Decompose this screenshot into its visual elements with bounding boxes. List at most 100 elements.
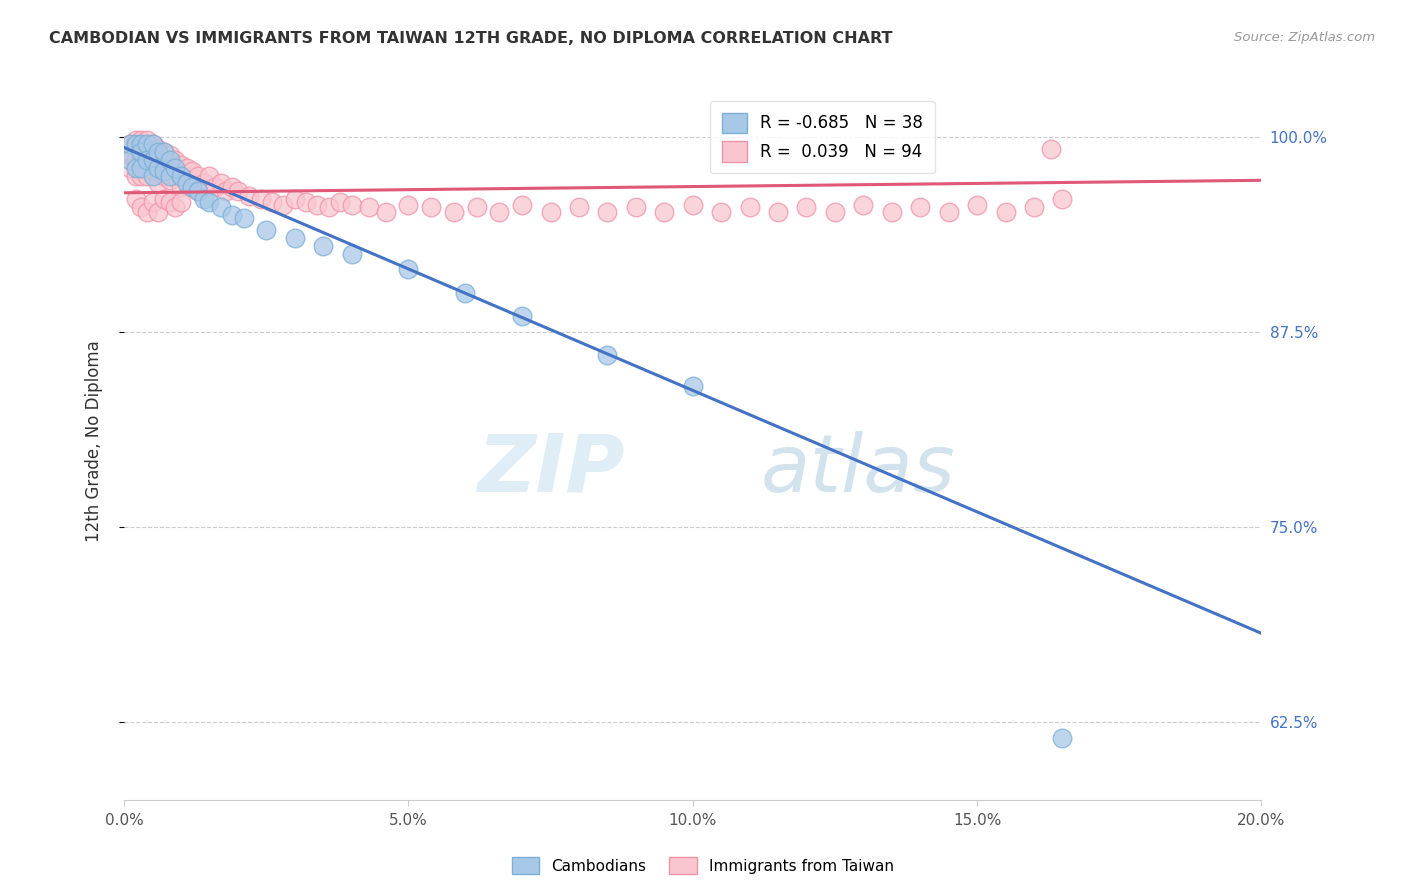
Point <box>148 142 170 156</box>
Point <box>129 137 152 152</box>
Point <box>129 158 152 172</box>
Point <box>118 137 141 152</box>
Point <box>994 204 1017 219</box>
Point <box>159 161 181 175</box>
Point <box>824 204 846 219</box>
Point <box>181 179 204 194</box>
Point <box>142 148 165 162</box>
Point <box>454 285 477 300</box>
Point <box>153 164 176 178</box>
Point <box>165 200 187 214</box>
Point <box>135 153 157 167</box>
Point <box>1040 142 1063 156</box>
Point <box>135 142 157 156</box>
Point <box>254 223 277 237</box>
Point <box>124 161 146 175</box>
Point <box>148 164 170 178</box>
Point <box>181 179 204 194</box>
Point <box>318 200 340 214</box>
Text: atlas: atlas <box>761 431 956 509</box>
Point <box>1052 731 1074 745</box>
Point <box>238 189 260 203</box>
Point <box>398 198 420 212</box>
Legend: Cambodians, Immigrants from Taiwan: Cambodians, Immigrants from Taiwan <box>506 851 900 880</box>
Point <box>193 177 215 191</box>
Point <box>118 137 141 152</box>
Point <box>652 204 675 219</box>
Point <box>165 169 187 183</box>
Point <box>135 169 157 183</box>
Point <box>129 161 152 175</box>
Point <box>193 192 215 206</box>
Point <box>176 177 198 191</box>
Point <box>329 195 352 210</box>
Point <box>135 133 157 147</box>
Point <box>176 161 198 175</box>
Point <box>153 145 176 160</box>
Point <box>908 200 931 214</box>
Point <box>118 161 141 175</box>
Text: ZIP: ZIP <box>477 431 624 509</box>
Point <box>142 137 165 152</box>
Point <box>340 198 363 212</box>
Point <box>153 156 176 170</box>
Point <box>170 158 193 172</box>
Point <box>312 239 335 253</box>
Point <box>159 195 181 210</box>
Point <box>1022 200 1045 214</box>
Point <box>295 195 318 210</box>
Point <box>153 169 176 183</box>
Point <box>148 153 170 167</box>
Point <box>142 195 165 210</box>
Point <box>710 204 733 219</box>
Point <box>118 148 141 162</box>
Y-axis label: 12th Grade, No Diploma: 12th Grade, No Diploma <box>86 340 103 542</box>
Point <box>170 169 193 183</box>
Point <box>624 200 647 214</box>
Point <box>142 137 165 152</box>
Point <box>148 161 170 175</box>
Point <box>129 200 152 214</box>
Point <box>124 137 146 152</box>
Point <box>159 173 181 187</box>
Point <box>159 153 181 167</box>
Point <box>142 153 165 167</box>
Point <box>938 204 960 219</box>
Point <box>118 153 141 167</box>
Point <box>129 142 152 156</box>
Point <box>124 169 146 183</box>
Point <box>284 231 307 245</box>
Point <box>198 169 221 183</box>
Point <box>738 200 761 214</box>
Point <box>766 204 789 219</box>
Point <box>176 177 198 191</box>
Point <box>142 169 165 183</box>
Point <box>198 195 221 210</box>
Point <box>465 200 488 214</box>
Point <box>488 204 510 219</box>
Point <box>170 169 193 183</box>
Point <box>124 142 146 156</box>
Point <box>260 195 283 210</box>
Point <box>796 200 818 214</box>
Point <box>374 204 396 219</box>
Point <box>129 148 152 162</box>
Point <box>966 198 988 212</box>
Point <box>165 153 187 167</box>
Point <box>510 309 533 323</box>
Point <box>209 200 232 214</box>
Point <box>273 198 295 212</box>
Point <box>682 198 704 212</box>
Point <box>159 148 181 162</box>
Point <box>510 198 533 212</box>
Point <box>129 169 152 183</box>
Point <box>221 208 243 222</box>
Point <box>596 348 619 362</box>
Point <box>357 200 380 214</box>
Point <box>135 153 157 167</box>
Point <box>129 133 152 147</box>
Point <box>232 211 254 225</box>
Point <box>340 246 363 260</box>
Point <box>226 184 249 198</box>
Point <box>880 204 903 219</box>
